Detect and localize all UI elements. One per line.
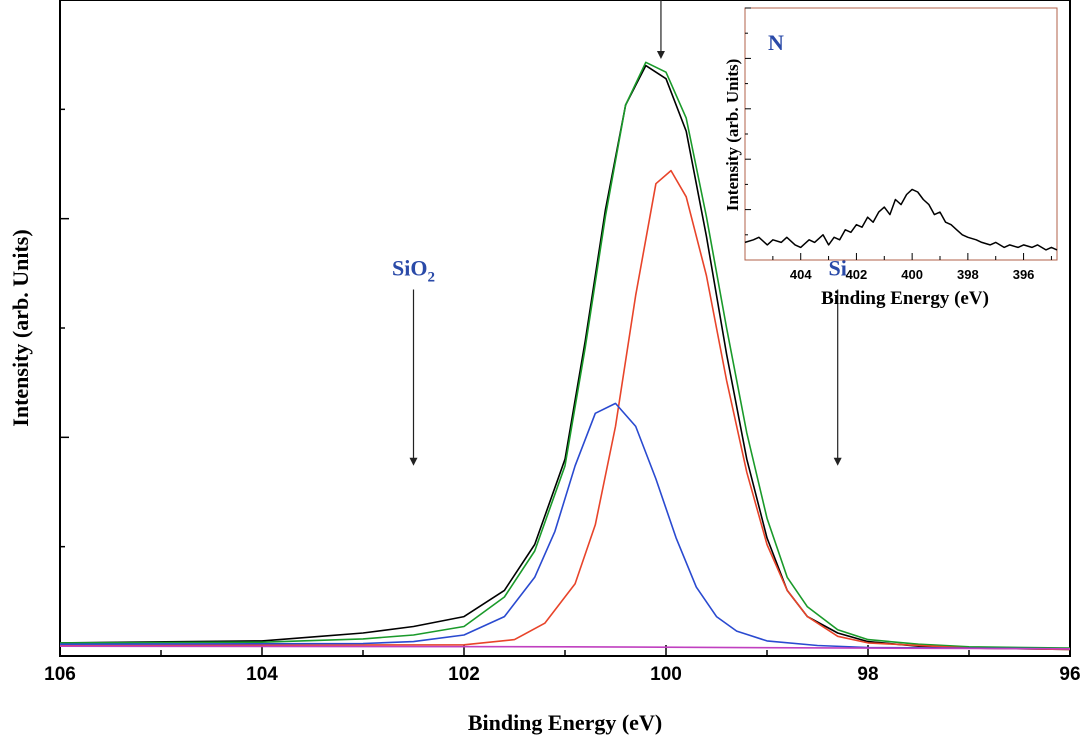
main-x-tick-label: 104 <box>246 664 278 685</box>
inset-x-tick-label: 400 <box>901 267 923 282</box>
main-series-envelope-line <box>59 64 1071 651</box>
main-annotation-arrowhead <box>656 51 665 60</box>
main-series-sic-component-line <box>59 169 1071 651</box>
main-x-tick-label: 98 <box>857 664 878 685</box>
main-x-tick-label: 96 <box>1059 664 1080 685</box>
main-x-ticks: 106 104 102 100 98 96 <box>44 645 1081 685</box>
main-series <box>59 61 1071 651</box>
inset-x-axis-label: Binding Energy (eV) <box>821 288 989 309</box>
main-annotations: SiCSiO2SiSi2p <box>392 0 847 466</box>
main-series-baseline-line <box>59 645 1071 650</box>
main-series-sio2-component-line <box>59 402 1071 650</box>
inset-x-tick-label: 398 <box>957 267 979 282</box>
main-annotation-arrowhead <box>409 457 418 466</box>
inset-series-nitrogen-line <box>744 188 1058 251</box>
inset-y-ticks <box>745 7 751 236</box>
inset-title: N <box>768 30 784 55</box>
inset-plot-frame <box>744 7 1058 261</box>
main-y-axis-label: Intensity (arb. Units) <box>8 229 33 426</box>
main-annotation-label: Si <box>829 256 847 281</box>
main-annotation-label: SiO2 <box>392 256 435 286</box>
inset-x-tick-label: 404 <box>790 267 812 282</box>
inset-x-ticks: 404 402 400 398 396 <box>772 253 1052 282</box>
main-x-axis-label: Binding Energy (eV) <box>468 710 662 735</box>
inset-x-tick-label: 396 <box>1013 267 1035 282</box>
main-y-ticks <box>60 0 69 548</box>
inset-y-axis-label: Intensity (arb. Units) <box>723 59 742 212</box>
inset-x-tick-label: 402 <box>846 267 868 282</box>
main-x-tick-label: 106 <box>44 664 76 685</box>
main-x-tick-label: 102 <box>448 664 480 685</box>
main-annotation-arrowhead <box>833 457 842 466</box>
main-x-tick-label: 100 <box>650 664 682 685</box>
main-series-fit-sum-line <box>59 61 1071 649</box>
inset-plot: 404 402 400 398 396 N Binding Energy (eV) In… <box>723 7 1058 309</box>
inset-series <box>744 188 1058 251</box>
